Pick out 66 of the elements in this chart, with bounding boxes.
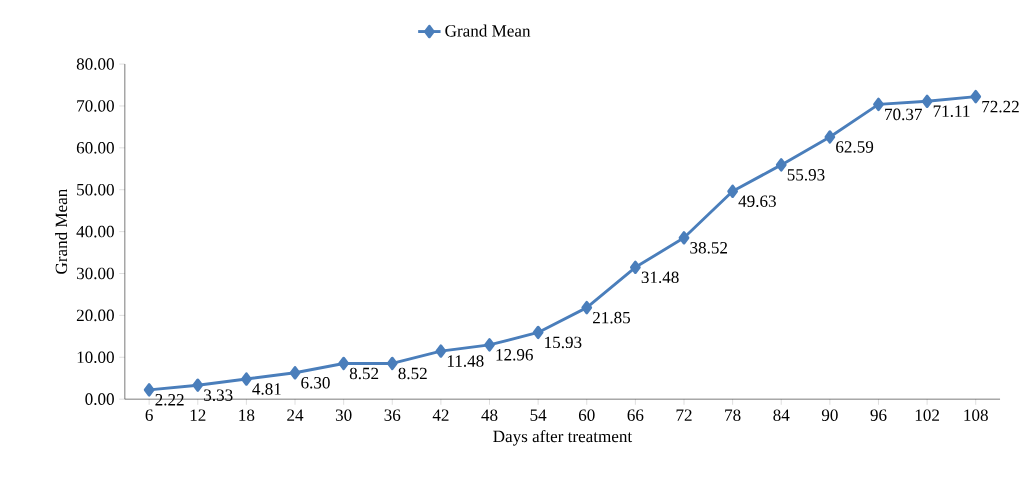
x-tick-label: 42: [432, 409, 449, 421]
point: [775, 158, 787, 172]
x-tick-label: 66: [627, 409, 644, 421]
data-label: 62.59: [836, 141, 874, 153]
data-label: 21.85: [593, 311, 631, 324]
point: [629, 260, 641, 275]
y-tick-label: 40.00: [76, 225, 114, 238]
y-tick-label: 10.00: [77, 351, 114, 364]
data-label: 71.11: [933, 105, 970, 118]
x-tick-label: 84: [773, 409, 790, 421]
x-tick-label: 6: [145, 409, 153, 421]
x-tick-label: 24: [287, 409, 304, 421]
point: [581, 300, 593, 315]
data-label: 8.52: [398, 367, 427, 380]
x-tick-label: 36: [384, 409, 401, 421]
point: [532, 325, 544, 340]
x-tick-label: 12: [190, 409, 206, 421]
point: [921, 94, 933, 109]
x-tick-label: 78: [725, 409, 741, 421]
x-tick-label: 90: [821, 409, 838, 421]
y-tick-label: 20.00: [76, 309, 114, 322]
point: [338, 356, 350, 371]
point: [192, 378, 204, 392]
x-tick-label: 30: [335, 409, 352, 421]
y-tick-label: 50.00: [77, 183, 114, 196]
data-label: 6.30: [301, 377, 330, 389]
data-label: 70.37: [885, 108, 922, 121]
point: [386, 356, 398, 371]
legend-label: Grand Mean: [445, 24, 531, 37]
data-label: 31.48: [641, 271, 679, 284]
x-tick-label: 72: [676, 409, 692, 421]
point: [241, 372, 252, 386]
x-tick-label: 96: [870, 409, 887, 421]
data-label: 55.93: [787, 169, 825, 181]
point: [289, 366, 301, 380]
x-tick-label: 102: [915, 409, 939, 421]
data-label: 2.22: [155, 394, 184, 406]
y-tick-label: 70.00: [77, 100, 114, 112]
y-tick-label: 60.00: [76, 142, 114, 154]
point: [873, 97, 884, 112]
y-tick-label: 30.00: [76, 267, 114, 280]
point: [970, 90, 982, 104]
x-tick-label: 48: [481, 409, 498, 421]
point: [435, 344, 447, 358]
data-label: 72.22: [982, 100, 1019, 113]
x-tick-label: 54: [530, 409, 547, 421]
data-label: 3.33: [204, 389, 233, 402]
data-label: 4.81: [252, 383, 281, 395]
data-label: 12.96: [496, 349, 533, 361]
data-label: 8.52: [349, 367, 379, 380]
data-label: 38.52: [690, 242, 728, 254]
point: [727, 184, 739, 199]
point: [143, 383, 155, 397]
y-tick-label: 80.00: [76, 58, 114, 70]
y-tick-label: 0.00: [85, 393, 114, 406]
x-tick-label: 60: [578, 409, 595, 421]
y-axis-title: Grand Mean: [55, 189, 68, 274]
x-tick-label: 108: [964, 409, 988, 421]
point: [484, 338, 495, 352]
x-tick-label: 18: [239, 409, 255, 421]
point: [824, 130, 836, 144]
data-label: 15.93: [545, 336, 582, 349]
data-label: 49.63: [738, 195, 776, 208]
x-axis-title: Days after treatment: [493, 430, 633, 446]
data-label: 11.48: [447, 355, 484, 367]
point: [678, 231, 690, 245]
